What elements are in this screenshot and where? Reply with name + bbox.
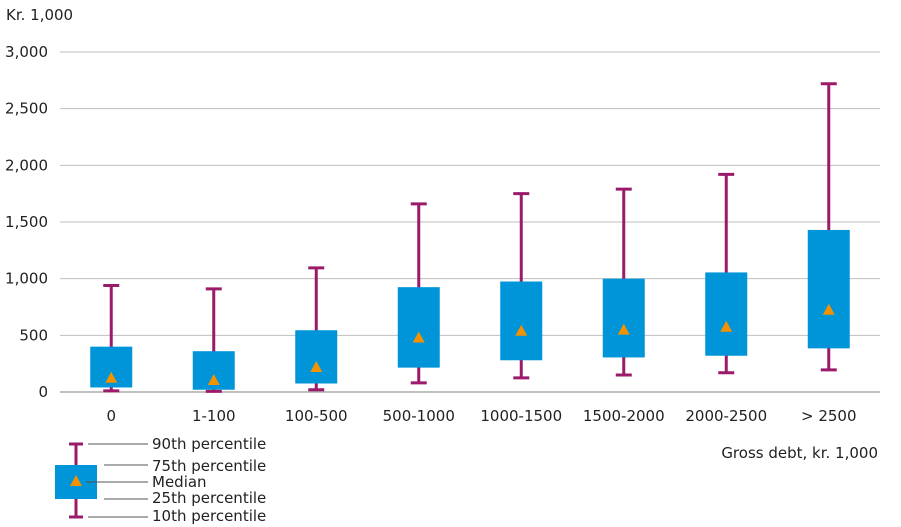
median-marker — [105, 371, 118, 383]
median-marker — [617, 323, 630, 335]
legend-label-p90: 90th percentile — [152, 435, 266, 453]
median-marker — [822, 303, 835, 315]
y-tick-label: 0 — [38, 383, 48, 401]
legend-label-p10: 10th percentile — [152, 507, 266, 525]
box-group — [807, 82, 850, 372]
median-marker — [515, 324, 528, 336]
legend: 90th percentile 75th percentile Median 2… — [55, 435, 266, 525]
y-tick-label: 2,000 — [5, 156, 48, 174]
box-group — [90, 283, 133, 393]
legend-label-median: Median — [152, 473, 207, 491]
iqr-box — [500, 281, 543, 361]
y-tick-label: 1,000 — [5, 270, 48, 288]
y-tick-labels: 0 500 1,000 1,500 2,000 2,500 3,000 — [5, 43, 48, 401]
y-tick-label: 1,500 — [5, 213, 48, 231]
iqr-box — [397, 287, 440, 368]
x-tick-label: > 2500 — [801, 407, 857, 425]
x-tick-labels: 0 1-100 100-500 500-1000 1000-1500 1500-2000 2… — [106, 407, 856, 425]
legend-label-p25: 25th percentile — [152, 489, 266, 507]
x-tick-label: 0 — [106, 407, 116, 425]
legend-label-p75: 75th percentile — [152, 457, 266, 475]
iqr-box — [807, 229, 850, 349]
x-tick-label: 1500-2000 — [583, 407, 665, 425]
x-tick-label: 500-1000 — [383, 407, 455, 425]
y-tick-label: 500 — [19, 326, 48, 344]
y-axis-label: Kr. 1,000 — [6, 6, 73, 24]
iqr-box — [705, 272, 748, 356]
x-tick-label: 2000-2500 — [685, 407, 767, 425]
legend-median-marker — [70, 475, 82, 486]
median-marker — [412, 331, 425, 343]
y-tick-label: 3,000 — [5, 43, 48, 61]
box-group — [705, 172, 748, 375]
box-group — [192, 287, 235, 393]
x-tick-label: 1-100 — [192, 407, 236, 425]
median-marker — [310, 361, 323, 372]
x-tick-label: 1000-1500 — [480, 407, 562, 425]
median-marker — [207, 374, 220, 386]
median-marker — [720, 320, 733, 332]
box-group — [500, 192, 543, 380]
y-tick-label: 2,500 — [5, 100, 48, 118]
box-group — [602, 187, 645, 377]
boxes — [90, 82, 850, 393]
iqr-box — [602, 278, 645, 358]
box-group — [397, 202, 440, 385]
box-group — [295, 266, 338, 392]
iqr-box — [295, 330, 338, 384]
x-axis-label: Gross debt, kr. 1,000 — [721, 444, 878, 462]
gridlines — [60, 51, 880, 393]
x-tick-label: 100-500 — [285, 407, 348, 425]
